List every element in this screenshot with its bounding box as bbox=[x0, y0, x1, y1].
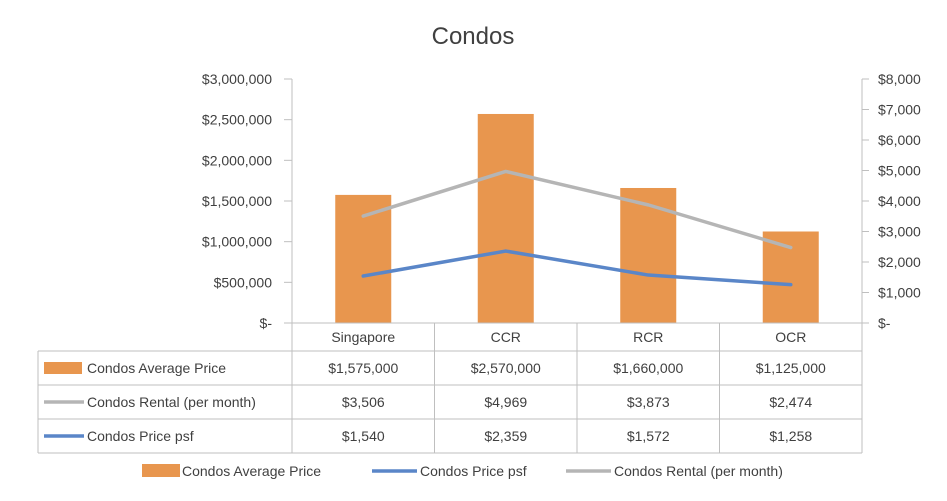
series-line bbox=[361, 169, 793, 250]
table-cell: $2,359 bbox=[484, 428, 527, 444]
table-cell: $3,506 bbox=[342, 394, 385, 410]
bar bbox=[477, 113, 534, 324]
bar bbox=[762, 231, 819, 323]
y-left-tick-label: $1,500,000 bbox=[202, 193, 272, 209]
table-row-label: Condos Rental (per month) bbox=[87, 394, 256, 410]
y-right-tick-label: $4,000 bbox=[878, 193, 921, 209]
y-right-tick-label: $6,000 bbox=[878, 132, 921, 148]
y-right-tick-label: $8,000 bbox=[878, 71, 921, 87]
lines bbox=[361, 169, 793, 287]
legend-label: Condos Rental (per month) bbox=[614, 463, 783, 479]
table-cell: $1,660,000 bbox=[613, 360, 683, 376]
table-cell: $1,575,000 bbox=[328, 360, 398, 376]
table-row-label: Condos Price psf bbox=[87, 428, 194, 444]
legend: Condos Average Price Condos Price psf Cond… bbox=[142, 463, 783, 479]
table-cell: $1,540 bbox=[342, 428, 385, 444]
table-row-label: Condos Average Price bbox=[87, 360, 226, 376]
series-line bbox=[361, 249, 793, 287]
table-cell: $1,572 bbox=[627, 428, 670, 444]
table-legend-key bbox=[44, 362, 82, 374]
y-left-tick-label: $1,000,000 bbox=[202, 234, 272, 250]
y-left-tick-label: $500,000 bbox=[214, 274, 273, 290]
x-tick-label: RCR bbox=[633, 329, 663, 345]
y-right-tick-label: $5,000 bbox=[878, 163, 921, 179]
axes: $- $500,000 $1,000,000 $1,500,000 $2,000,000… bbox=[202, 71, 921, 331]
y-left-tick-label: $- bbox=[260, 315, 273, 331]
chart-title: Condos bbox=[432, 23, 515, 50]
y-right-tick-label: $3,000 bbox=[878, 224, 921, 240]
y-right-tick-label: $1,000 bbox=[878, 285, 921, 301]
x-tick-label: CCR bbox=[491, 329, 521, 345]
y-right-tick-label: $- bbox=[878, 315, 891, 331]
y-left-tick-label: $2,000,000 bbox=[202, 152, 272, 168]
table-cell: $4,969 bbox=[484, 394, 527, 410]
bar bbox=[335, 194, 392, 323]
table-cell: $2,570,000 bbox=[471, 360, 541, 376]
table-cell: $2,474 bbox=[769, 394, 812, 410]
y-left-tick-label: $2,500,000 bbox=[202, 112, 272, 128]
legend-label: Condos Price psf bbox=[420, 463, 527, 479]
bars bbox=[335, 113, 819, 324]
data-table: Singapore CCR RCR OCR Condos Average Price $1… bbox=[37, 322, 863, 454]
legend-label: Condos Average Price bbox=[182, 463, 321, 479]
x-tick-label: Singapore bbox=[331, 329, 395, 345]
table-cell: $1,258 bbox=[769, 428, 812, 444]
table-cell: $1,125,000 bbox=[756, 360, 826, 376]
table-cell: $3,873 bbox=[627, 394, 670, 410]
x-tick-label: OCR bbox=[775, 329, 806, 345]
y-right-tick-label: $7,000 bbox=[878, 102, 921, 118]
bar bbox=[620, 187, 677, 323]
y-right-tick-label: $2,000 bbox=[878, 254, 921, 270]
legend-key bbox=[142, 464, 180, 477]
y-left-tick-label: $3,000,000 bbox=[202, 71, 272, 87]
